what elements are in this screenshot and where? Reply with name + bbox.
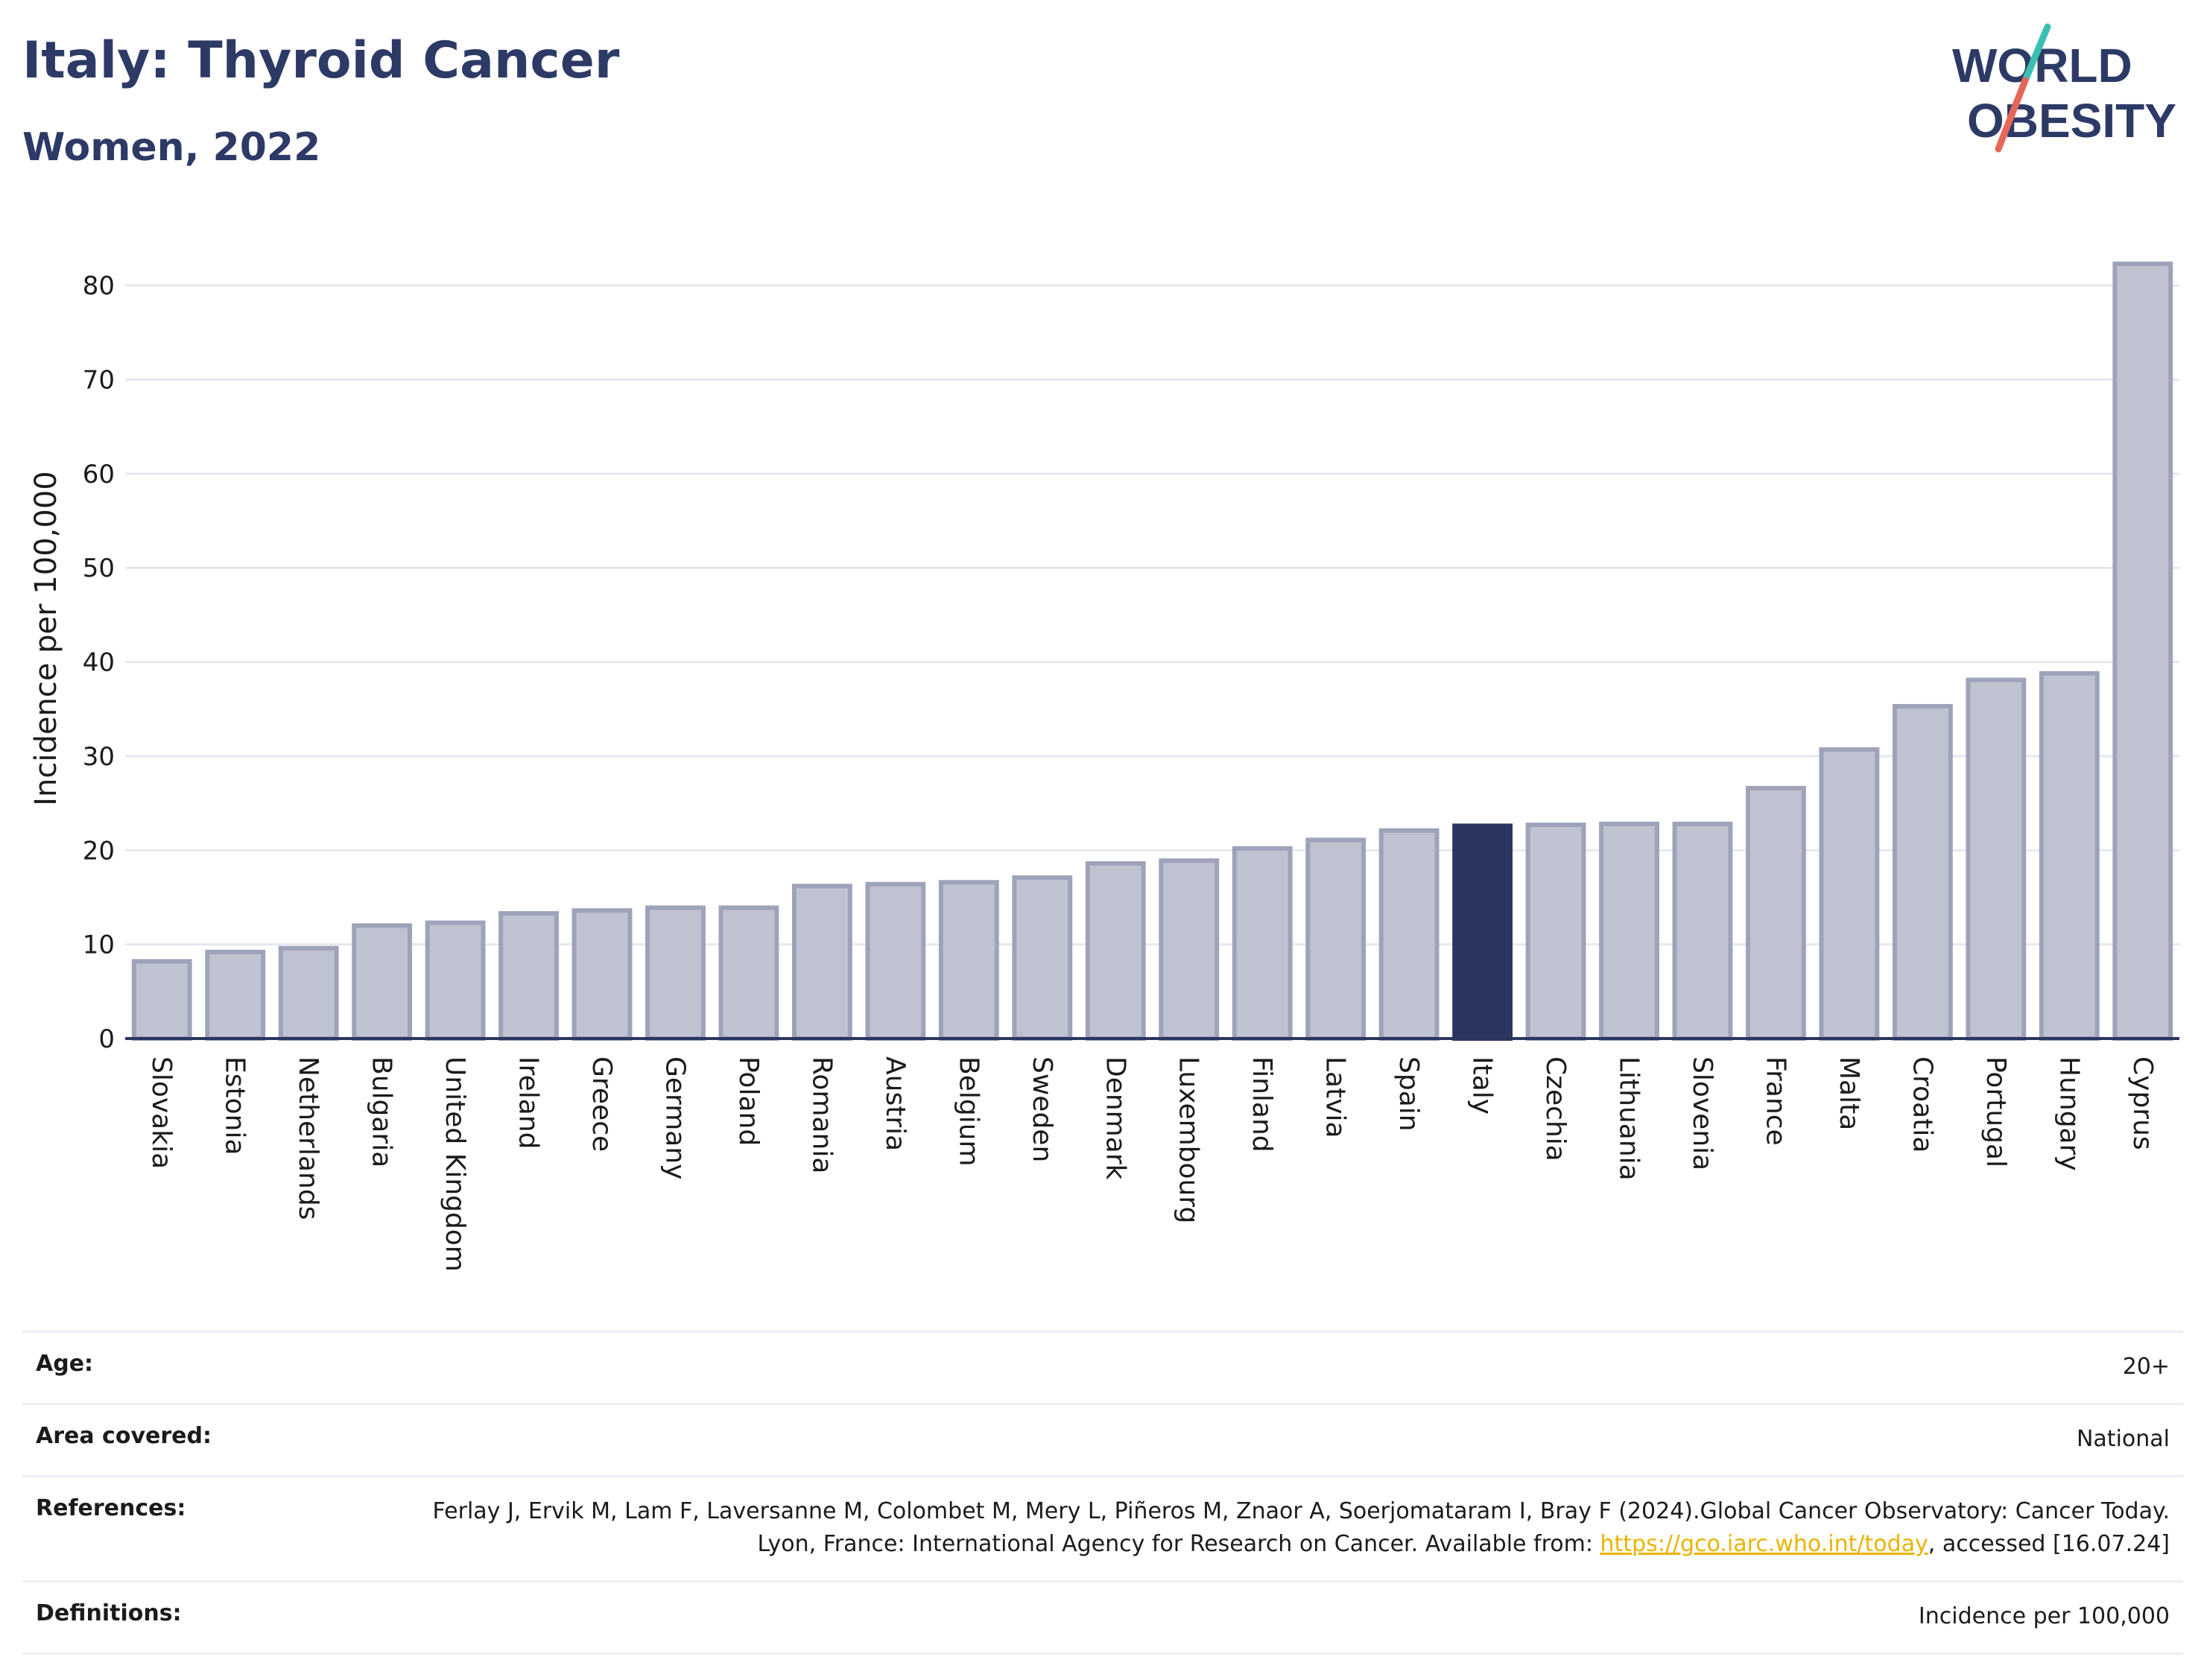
bar-bulgaria bbox=[352, 923, 413, 1041]
bar-cyprus bbox=[2112, 261, 2173, 1042]
x-tick-label: Poland bbox=[733, 1056, 764, 1146]
y-tick-label: 20 bbox=[83, 836, 115, 866]
x-tick-label: Luxembourg bbox=[1174, 1056, 1204, 1223]
x-tick-label: Cyprus bbox=[2127, 1056, 2158, 1150]
x-tick-label: Latvia bbox=[1320, 1056, 1351, 1138]
x-tick-label: Portugal bbox=[1980, 1056, 2011, 1167]
x-tick-label: Estonia bbox=[220, 1056, 250, 1156]
y-tick-label: 80 bbox=[83, 271, 115, 301]
x-tick-label: Sweden bbox=[1027, 1056, 1057, 1162]
bar-portugal bbox=[1966, 677, 2027, 1041]
logo-slash-coral bbox=[1995, 77, 2029, 153]
world-obesity-logo: WORLD OBESITY bbox=[1952, 23, 2176, 153]
x-tick-label: Czechia bbox=[1540, 1056, 1571, 1161]
y-tick-label: 50 bbox=[83, 554, 115, 583]
bar-romania bbox=[791, 884, 852, 1041]
bar-ireland bbox=[498, 910, 559, 1041]
bar-netherlands bbox=[278, 945, 339, 1041]
y-axis-title: Incidence per 100,000 bbox=[29, 471, 63, 806]
bar-sweden bbox=[1012, 875, 1073, 1042]
age-value: 20+ bbox=[2122, 1354, 2170, 1380]
y-tick-label: 40 bbox=[83, 648, 115, 678]
x-tick-label: Bulgaria bbox=[367, 1056, 397, 1167]
bar-finland bbox=[1232, 846, 1293, 1042]
references-text: Ferlay J, Ervik M, Lam F, Laversanne M, … bbox=[432, 1498, 2170, 1557]
bar-belgium bbox=[938, 880, 999, 1042]
x-tick-label: Ireland bbox=[513, 1056, 544, 1150]
x-tick-label: Denmark bbox=[1100, 1056, 1130, 1180]
x-tick-label: Finland bbox=[1247, 1056, 1277, 1153]
bar-hungary bbox=[2039, 671, 2100, 1042]
x-tick-label: France bbox=[1760, 1056, 1790, 1146]
y-tick-label: 0 bbox=[98, 1024, 115, 1054]
bar-germany bbox=[645, 905, 706, 1041]
x-tick-label: Spain bbox=[1393, 1056, 1424, 1132]
y-tick-label: 60 bbox=[83, 460, 115, 489]
x-tick-label: Hungary bbox=[2053, 1056, 2084, 1171]
bar-latvia bbox=[1305, 837, 1367, 1041]
x-tick-label: Greece bbox=[586, 1056, 617, 1152]
x-tick-label: Netherlands bbox=[293, 1056, 323, 1220]
bar-poland bbox=[718, 905, 779, 1041]
bar-luxembourg bbox=[1159, 858, 1220, 1042]
bar-slovakia bbox=[131, 959, 192, 1042]
logo-slash-teal bbox=[2021, 23, 2051, 84]
x-tick-label: Italy bbox=[1467, 1056, 1498, 1115]
x-tick-label: Malta bbox=[1834, 1056, 1864, 1130]
info-row-age: Age: 20+ bbox=[22, 1331, 2183, 1403]
definitions-label: Definitions: bbox=[36, 1600, 182, 1626]
area-value: National bbox=[2076, 1426, 2170, 1452]
references-value: Ferlay J, Ervik M, Lam F, Laversanne M, … bbox=[381, 1495, 2170, 1561]
bar-france bbox=[1746, 785, 1806, 1041]
y-tick-label: 10 bbox=[83, 931, 115, 960]
age-label: Age: bbox=[36, 1351, 94, 1377]
x-tick-label: Slovakia bbox=[146, 1056, 177, 1169]
bar-denmark bbox=[1085, 860, 1146, 1041]
bar-italy bbox=[1452, 823, 1513, 1042]
x-tick-label: Germany bbox=[659, 1056, 690, 1179]
bar-austria bbox=[865, 881, 926, 1041]
bar-czechia bbox=[1525, 822, 1586, 1041]
bar-greece bbox=[571, 908, 633, 1042]
bar-chart: 0 10 20 30 40 50 60 70 80 Incidence per 100,000 Sl… bbox=[29, 261, 2179, 1272]
bar-estonia bbox=[205, 949, 266, 1041]
references-label: References: bbox=[36, 1495, 186, 1521]
x-tick-label: Belgium bbox=[953, 1056, 984, 1167]
x-tick-label: Croatia bbox=[1907, 1056, 1937, 1153]
bar-spain bbox=[1378, 828, 1440, 1041]
bar-croatia bbox=[1892, 703, 1953, 1041]
bar-united-kingdom bbox=[425, 920, 486, 1042]
y-tick-label: 70 bbox=[83, 366, 115, 396]
x-tick-label: Romania bbox=[806, 1056, 837, 1173]
bar-malta bbox=[1819, 747, 1880, 1042]
y-tick-label: 30 bbox=[83, 742, 115, 772]
info-table: Age: 20+ Area covered: National Referenc… bbox=[22, 1331, 2183, 1655]
page-title: Italy: Thyroid Cancer bbox=[22, 31, 620, 90]
x-tick-label: United Kingdom bbox=[440, 1056, 470, 1272]
bar-lithuania bbox=[1599, 821, 1659, 1041]
info-row-area: Area covered: National bbox=[22, 1403, 2183, 1475]
x-tick-label: Slovenia bbox=[1687, 1056, 1717, 1170]
references-suffix: , accessed [16.07.24] bbox=[1928, 1531, 2170, 1557]
definitions-value: Incidence per 100,000 bbox=[1918, 1603, 2170, 1629]
bar-slovenia bbox=[1672, 821, 1733, 1041]
area-label: Area covered: bbox=[36, 1423, 212, 1449]
x-tick-label: Austria bbox=[880, 1056, 911, 1151]
info-row-references: References: Ferlay J, Ervik M, Lam F, La… bbox=[22, 1475, 2183, 1580]
info-row-definitions: Definitions: Incidence per 100,000 bbox=[22, 1580, 2183, 1655]
x-tick-label: Lithuania bbox=[1614, 1056, 1644, 1181]
page-subtitle: Women, 2022 bbox=[22, 125, 321, 170]
references-link[interactable]: https://gco.iarc.who.int/today bbox=[1600, 1531, 1928, 1557]
